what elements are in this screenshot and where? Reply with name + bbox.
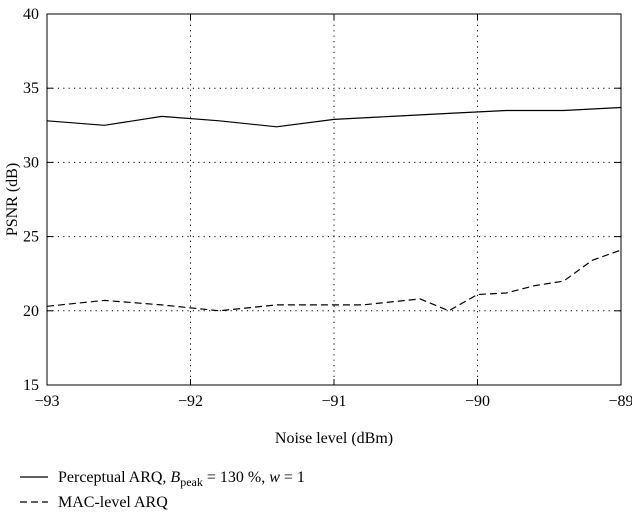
y-tick-label: 30 [23,154,39,171]
axis-ticks [46,13,622,386]
legend: Perceptual ARQ, Bpeak = 130 %, w = 1 MAC-… [20,469,305,511]
data-series [46,106,622,312]
series-line-perceptual-arq [46,106,622,128]
y-tick-label: 20 [23,303,39,320]
y-tick-label: 40 [23,6,39,23]
series-line-mac-level-arq [46,249,622,312]
x-axis-label: Noise level (dBm) [275,430,393,447]
legend-entry-label: Perceptual ARQ, Bpeak = 130 %, w = 1 [58,469,305,489]
legend-entry-label: MAC-level ARQ [58,494,168,511]
y-tick-label: 25 [23,229,39,246]
x-tick-label: −92 [178,393,203,410]
y-tick-label: 15 [23,377,39,394]
x-tick-label: −91 [321,393,346,410]
x-tick-label: −90 [465,393,490,410]
x-tick-label: −93 [34,393,59,410]
y-axis-label: PSNR (dB) [4,163,21,236]
x-tick-label: −89 [608,393,632,410]
axis-tick-labels: −93 −92 −91 −90 −89 15 20 25 30 35 40 [23,6,632,410]
y-tick-label: 35 [23,80,39,97]
plot-frame [46,13,622,386]
grid-lines [47,14,621,385]
